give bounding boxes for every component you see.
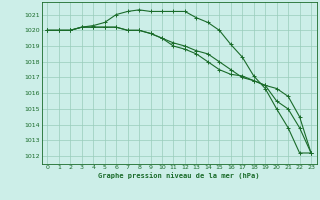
X-axis label: Graphe pression niveau de la mer (hPa): Graphe pression niveau de la mer (hPa)	[99, 172, 260, 179]
